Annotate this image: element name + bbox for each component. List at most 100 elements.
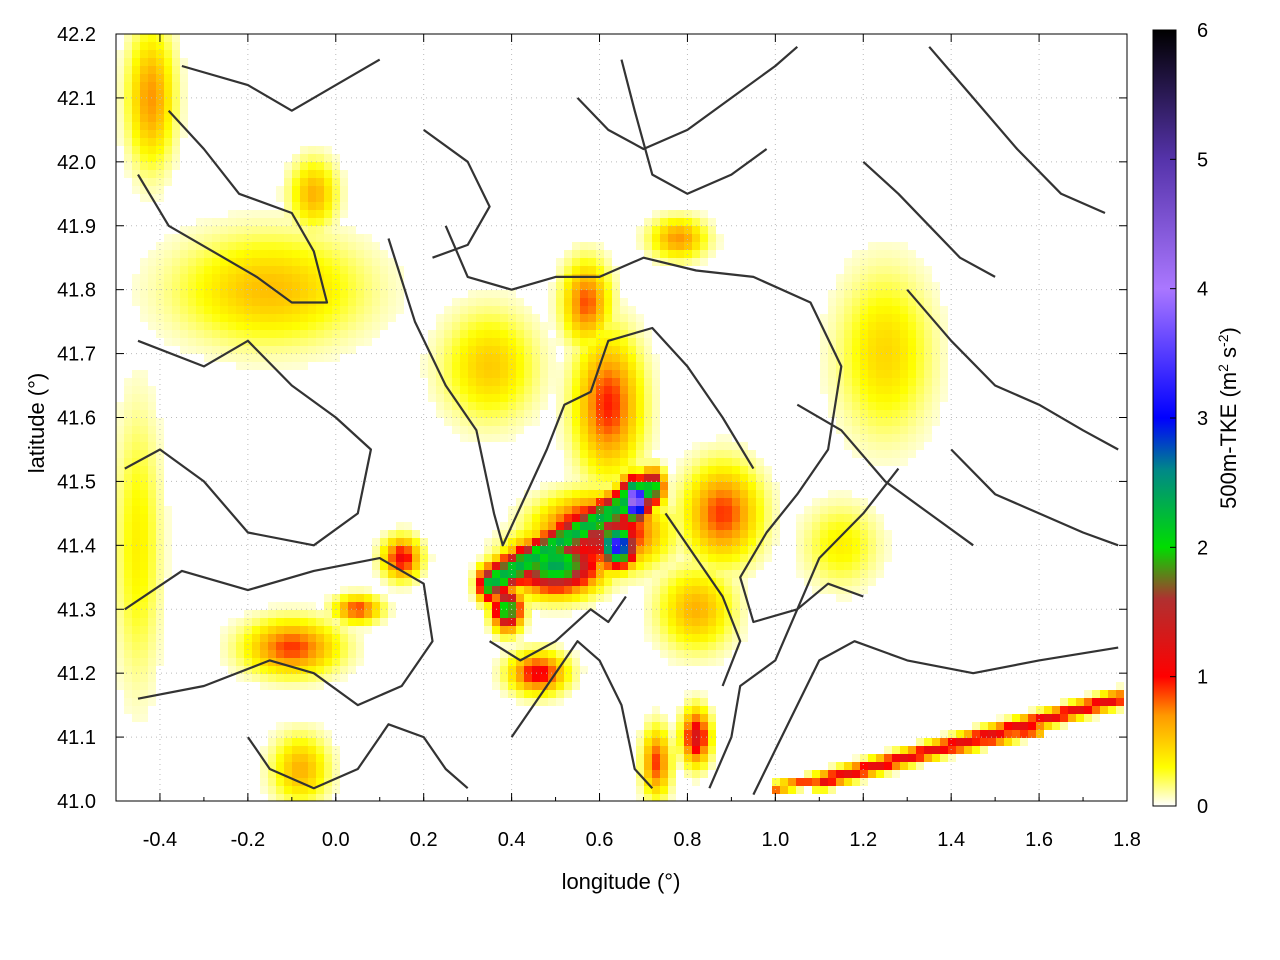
heat-cell [644,522,652,530]
heat-cell [148,314,156,322]
heat-cell [836,314,844,322]
heat-cell [580,594,588,602]
heat-cell [540,674,548,682]
heat-cell [140,554,148,562]
heat-cell [700,706,708,714]
heat-cell [180,226,188,234]
heat-cell [132,178,140,186]
heat-cell [524,530,532,538]
heat-cell [164,234,172,242]
heat-cell [804,530,812,538]
heat-cell [692,610,700,618]
heat-cell [588,482,596,490]
heat-cell [700,530,708,538]
heat-cell [556,362,564,370]
heat-cell [620,522,628,530]
heat-cell [492,394,500,402]
heat-cell [884,458,892,466]
heat-cell [284,298,292,306]
heat-cell [492,434,500,442]
heat-cell [156,514,164,522]
heat-cell [676,714,684,722]
heat-cell [476,594,484,602]
heat-cell [692,514,700,522]
heat-cell [748,538,756,546]
heat-cell [580,418,588,426]
heat-cell [652,706,660,714]
heat-cell [708,530,716,538]
heat-cell [956,730,964,738]
heat-cell [868,370,876,378]
heat-cell [132,274,140,282]
heat-cell [300,258,308,266]
heat-cell [252,266,260,274]
heat-cell [140,538,148,546]
heat-cell [652,418,660,426]
heat-cell [380,250,388,258]
heat-cell [156,522,164,530]
heat-cell [812,778,820,786]
heat-cell [572,498,580,506]
heat-cell [140,578,148,586]
heat-cell [308,178,316,186]
heat-cell [588,250,596,258]
heat-cell [516,298,524,306]
heat-cell [140,450,148,458]
heat-cell [612,514,620,522]
heat-cell [460,330,468,338]
heat-cell [908,378,916,386]
heat-cell [524,658,532,666]
heat-cell [812,770,820,778]
heat-cell [148,530,156,538]
heat-cell [484,594,492,602]
heat-cell [268,258,276,266]
heat-cell [916,306,924,314]
heat-cell [908,762,916,770]
heat-cell [476,370,484,378]
heat-cell [164,314,172,322]
heat-cell [756,514,764,522]
heat-cell [116,82,124,90]
heat-cell [692,658,700,666]
heat-cell [476,290,484,298]
heat-cell [492,338,500,346]
heat-cell [772,514,780,522]
colorbar-label-part-3: ) [1216,327,1241,334]
heat-cell [132,682,140,690]
heat-cell [164,98,172,106]
heat-cell [164,66,172,74]
heat-cell [1028,722,1036,730]
heat-cell [668,474,676,482]
heat-cell [116,562,124,570]
heat-cell [580,506,588,514]
heat-cell [1108,690,1116,698]
heat-cell [836,274,844,282]
heat-cell [372,314,380,322]
heat-cell [676,762,684,770]
heat-cell [492,314,500,322]
heat-cell [148,682,156,690]
heat-cell [508,418,516,426]
heat-cell [932,314,940,322]
heat-cell [508,658,516,666]
heat-cell [308,282,316,290]
heat-cell [324,322,332,330]
heat-cell [140,122,148,130]
heat-cell [292,274,300,282]
heat-cell [852,562,860,570]
heat-cell [308,642,316,650]
heat-cell [412,546,420,554]
heat-cell [540,698,548,706]
heat-cell [876,442,884,450]
heat-cell [572,458,580,466]
heat-cell [708,626,716,634]
heat-cell [356,250,364,258]
heat-cell [652,490,660,498]
heat-cell [684,770,692,778]
heat-cell [172,58,180,66]
heat-cell [660,730,668,738]
heat-cell [668,738,676,746]
heat-cell [556,394,564,402]
heat-cell [740,474,748,482]
heat-cell [612,314,620,322]
